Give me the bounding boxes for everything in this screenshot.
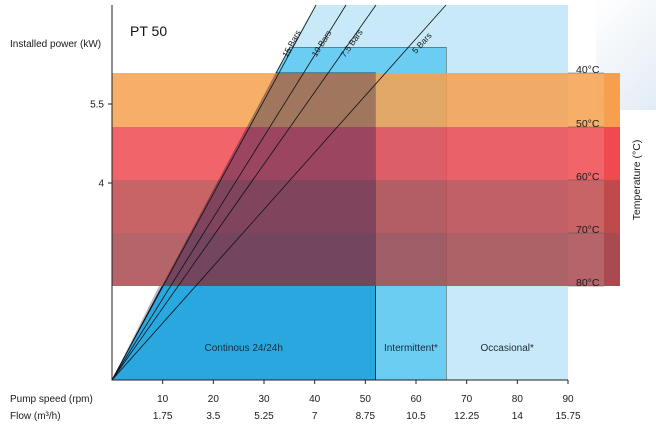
x-tick-label-flow: 3.5 xyxy=(206,411,220,422)
x-tick-label-flow: 15.75 xyxy=(555,411,580,422)
x-tick-label-rpm: 50 xyxy=(360,394,372,405)
temperature-axis-label: Temperature (°C) xyxy=(631,140,643,221)
temperature-tick-label: 40°C xyxy=(576,64,600,76)
y-tick-label: 4 xyxy=(98,179,104,190)
temperature-band-2 xyxy=(112,127,620,180)
pressure-line-3 xyxy=(111,4,377,381)
pressure-line-4 xyxy=(111,4,447,381)
axes xyxy=(111,5,568,381)
pressure-line-1 xyxy=(111,4,317,381)
x-tick-label-flow: 7 xyxy=(312,411,318,422)
x-tick-label-rpm: 70 xyxy=(461,394,473,405)
x-tick-label-flow: 14 xyxy=(512,411,524,422)
continuous-overlap-shade xyxy=(112,73,376,380)
x-axis-label-flow: Flow (m³/h) xyxy=(10,411,61,422)
x-tick-label-flow: 8.75 xyxy=(356,411,376,422)
x-tick-label-flow: 12.25 xyxy=(454,411,479,422)
chart-title: PT 50 xyxy=(130,23,167,39)
temperature-scale-swatch-4 xyxy=(604,233,620,286)
y-tick-label: 5.5 xyxy=(90,100,104,111)
zone-2-label: Intermittent* xyxy=(384,343,438,354)
y-axis-label: Installed power (kW) xyxy=(10,39,101,50)
x-tick-label-rpm: 10 xyxy=(157,394,169,405)
temperature-scale-swatch-2 xyxy=(604,127,620,180)
x-tick-label-flow: 10.5 xyxy=(406,411,426,422)
temperature-tick-label: 50°C xyxy=(576,118,600,130)
temperature-tick-label: 60°C xyxy=(576,171,600,183)
temperature-scale-swatch-3 xyxy=(604,180,620,233)
zone-1-label: Continous 24/24h xyxy=(205,343,283,354)
x-tick-label-rpm: 60 xyxy=(410,394,422,405)
x-axis-label-rpm: Pump speed (rpm) xyxy=(10,394,93,405)
x-tick-label-rpm: 30 xyxy=(258,394,270,405)
ticks-layer: 10 1.75 20 3.5 30 5.25 40 7 50 8.75 60 10.5 70 12.25 8… xyxy=(90,64,604,422)
x-tick-label-flow: 1.75 xyxy=(153,411,173,422)
pressure-line-2 xyxy=(111,4,347,381)
temperature-scale-swatch-1 xyxy=(604,73,620,127)
temperature-band-1 xyxy=(112,73,620,127)
temperature-tick-label: 80°C xyxy=(576,277,600,289)
x-tick-label-rpm: 20 xyxy=(208,394,220,405)
x-tick-label-rpm: 90 xyxy=(562,394,574,405)
x-tick-label-rpm: 40 xyxy=(309,394,321,405)
zone-3-label: Occasional* xyxy=(481,343,534,354)
text-layer: PT 50 Installed power (kW) Pump speed (r… xyxy=(10,23,643,422)
x-tick-label-rpm: 80 xyxy=(512,394,524,405)
temperature-tick-label: 70°C xyxy=(576,224,600,236)
x-tick-label-flow: 5.25 xyxy=(254,411,274,422)
temperature-bands xyxy=(112,73,620,380)
